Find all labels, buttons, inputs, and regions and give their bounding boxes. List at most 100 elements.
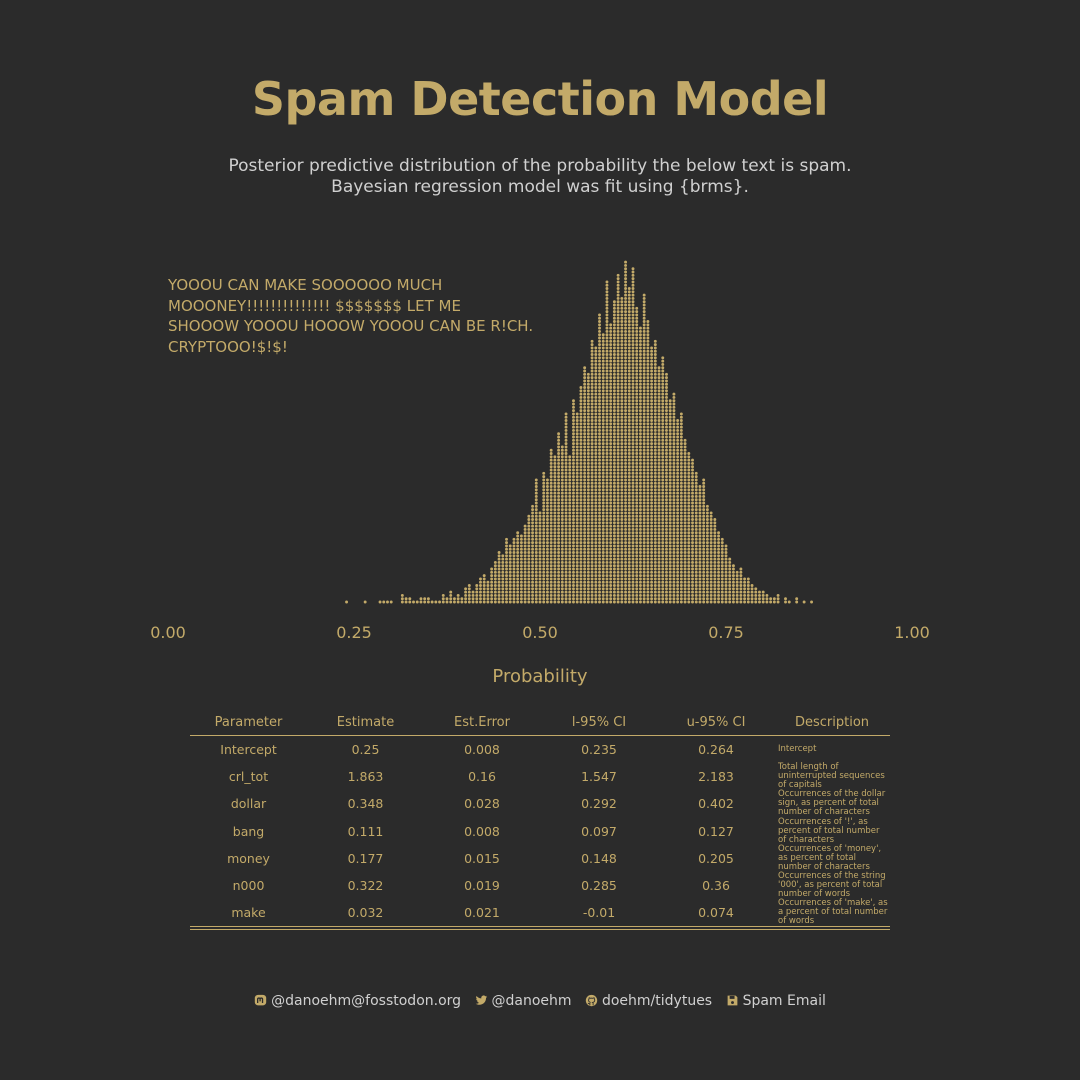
data-dot bbox=[516, 544, 520, 548]
data-dot bbox=[709, 570, 713, 574]
data-dot bbox=[635, 584, 639, 587]
data-dot bbox=[668, 402, 672, 406]
data-dot bbox=[594, 504, 598, 508]
data-dot bbox=[676, 461, 680, 465]
data-dot bbox=[653, 551, 657, 554]
data-dot bbox=[698, 488, 702, 492]
data-dot bbox=[464, 597, 468, 601]
data-dot bbox=[564, 593, 568, 597]
data-dot bbox=[508, 584, 512, 587]
data-dot bbox=[709, 547, 713, 551]
data-dot bbox=[646, 405, 650, 409]
data-dot bbox=[627, 501, 631, 505]
data-dot bbox=[590, 491, 594, 495]
data-dot bbox=[665, 458, 668, 462]
data-dot bbox=[709, 534, 713, 538]
data-dot bbox=[557, 531, 561, 535]
data-dot bbox=[575, 544, 579, 548]
data-dot bbox=[698, 564, 702, 568]
data-dot bbox=[657, 376, 661, 380]
data-dot bbox=[557, 527, 561, 531]
data-dot bbox=[560, 541, 564, 545]
data-dot bbox=[638, 567, 642, 571]
footer-mastodon[interactable]: @danoehm@fosstodon.org bbox=[254, 993, 465, 1009]
data-dot bbox=[627, 412, 631, 416]
data-dot bbox=[572, 442, 575, 446]
data-dot bbox=[560, 491, 564, 495]
data-dot bbox=[638, 471, 642, 475]
data-dot bbox=[646, 412, 650, 416]
data-dot bbox=[508, 580, 512, 584]
data-dot bbox=[642, 329, 646, 333]
data-dot bbox=[549, 590, 553, 594]
data-dot bbox=[750, 593, 754, 597]
data-dot bbox=[642, 557, 646, 561]
data-dot bbox=[676, 531, 680, 535]
data-dot bbox=[665, 488, 668, 492]
data-dot bbox=[583, 432, 587, 436]
data-dot bbox=[624, 270, 628, 274]
data-dot bbox=[616, 547, 620, 551]
data-dot bbox=[657, 379, 661, 383]
data-dot bbox=[638, 554, 642, 558]
data-dot bbox=[705, 541, 709, 545]
x-tick-label: 0.50 bbox=[522, 623, 558, 642]
data-dot bbox=[557, 511, 561, 515]
data-dot bbox=[650, 514, 654, 518]
data-dot bbox=[590, 415, 594, 419]
twitter-icon bbox=[475, 995, 487, 1005]
data-dot bbox=[583, 471, 587, 475]
data-dot bbox=[583, 508, 587, 512]
data-dot bbox=[665, 395, 668, 399]
data-dot bbox=[624, 521, 628, 525]
data-dot bbox=[475, 590, 479, 594]
footer-twitter[interactable]: @danoehm bbox=[475, 993, 576, 1009]
data-dot bbox=[594, 415, 598, 419]
data-dot bbox=[616, 560, 620, 564]
data-dot bbox=[512, 557, 516, 561]
data-dot bbox=[449, 597, 453, 601]
data-dot bbox=[605, 428, 609, 432]
data-dot bbox=[668, 428, 672, 432]
footer-source[interactable]: Spam Email bbox=[726, 993, 826, 1009]
data-dot bbox=[665, 448, 668, 452]
data-dot bbox=[527, 570, 531, 574]
data-dot bbox=[642, 471, 646, 475]
data-dot bbox=[605, 498, 609, 502]
data-dot bbox=[776, 593, 780, 597]
data-dot bbox=[568, 600, 572, 604]
data-dot bbox=[579, 395, 583, 399]
data-dot bbox=[601, 494, 605, 498]
data-dot bbox=[631, 531, 635, 535]
data-dot bbox=[486, 587, 490, 591]
data-dot bbox=[609, 458, 613, 462]
data-dot bbox=[620, 455, 624, 459]
data-dot bbox=[545, 501, 549, 505]
data-dot bbox=[631, 584, 635, 587]
data-dot bbox=[594, 432, 598, 436]
data-dot bbox=[519, 547, 523, 551]
data-dot bbox=[612, 458, 616, 462]
data-dot bbox=[720, 560, 724, 564]
data-dot bbox=[479, 577, 482, 581]
data-dot bbox=[620, 382, 624, 386]
footer-github[interactable]: doehm/tidytues bbox=[585, 993, 717, 1009]
data-dot bbox=[601, 461, 605, 465]
data-dot bbox=[538, 567, 542, 571]
data-dot bbox=[583, 458, 587, 462]
header-est-error: Est.Error bbox=[424, 708, 540, 736]
data-dot bbox=[601, 339, 605, 343]
data-dot bbox=[542, 494, 546, 498]
data-dot bbox=[579, 415, 583, 419]
data-dot bbox=[720, 537, 724, 541]
data-dot bbox=[810, 600, 814, 604]
data-dot bbox=[638, 527, 642, 531]
data-dot bbox=[497, 564, 501, 568]
data-dot bbox=[646, 455, 650, 459]
data-dot bbox=[672, 554, 676, 558]
data-dot bbox=[586, 485, 590, 488]
data-dot bbox=[598, 369, 601, 373]
data-dot bbox=[598, 402, 601, 406]
data-dot bbox=[668, 468, 672, 472]
data-dot bbox=[590, 442, 594, 446]
